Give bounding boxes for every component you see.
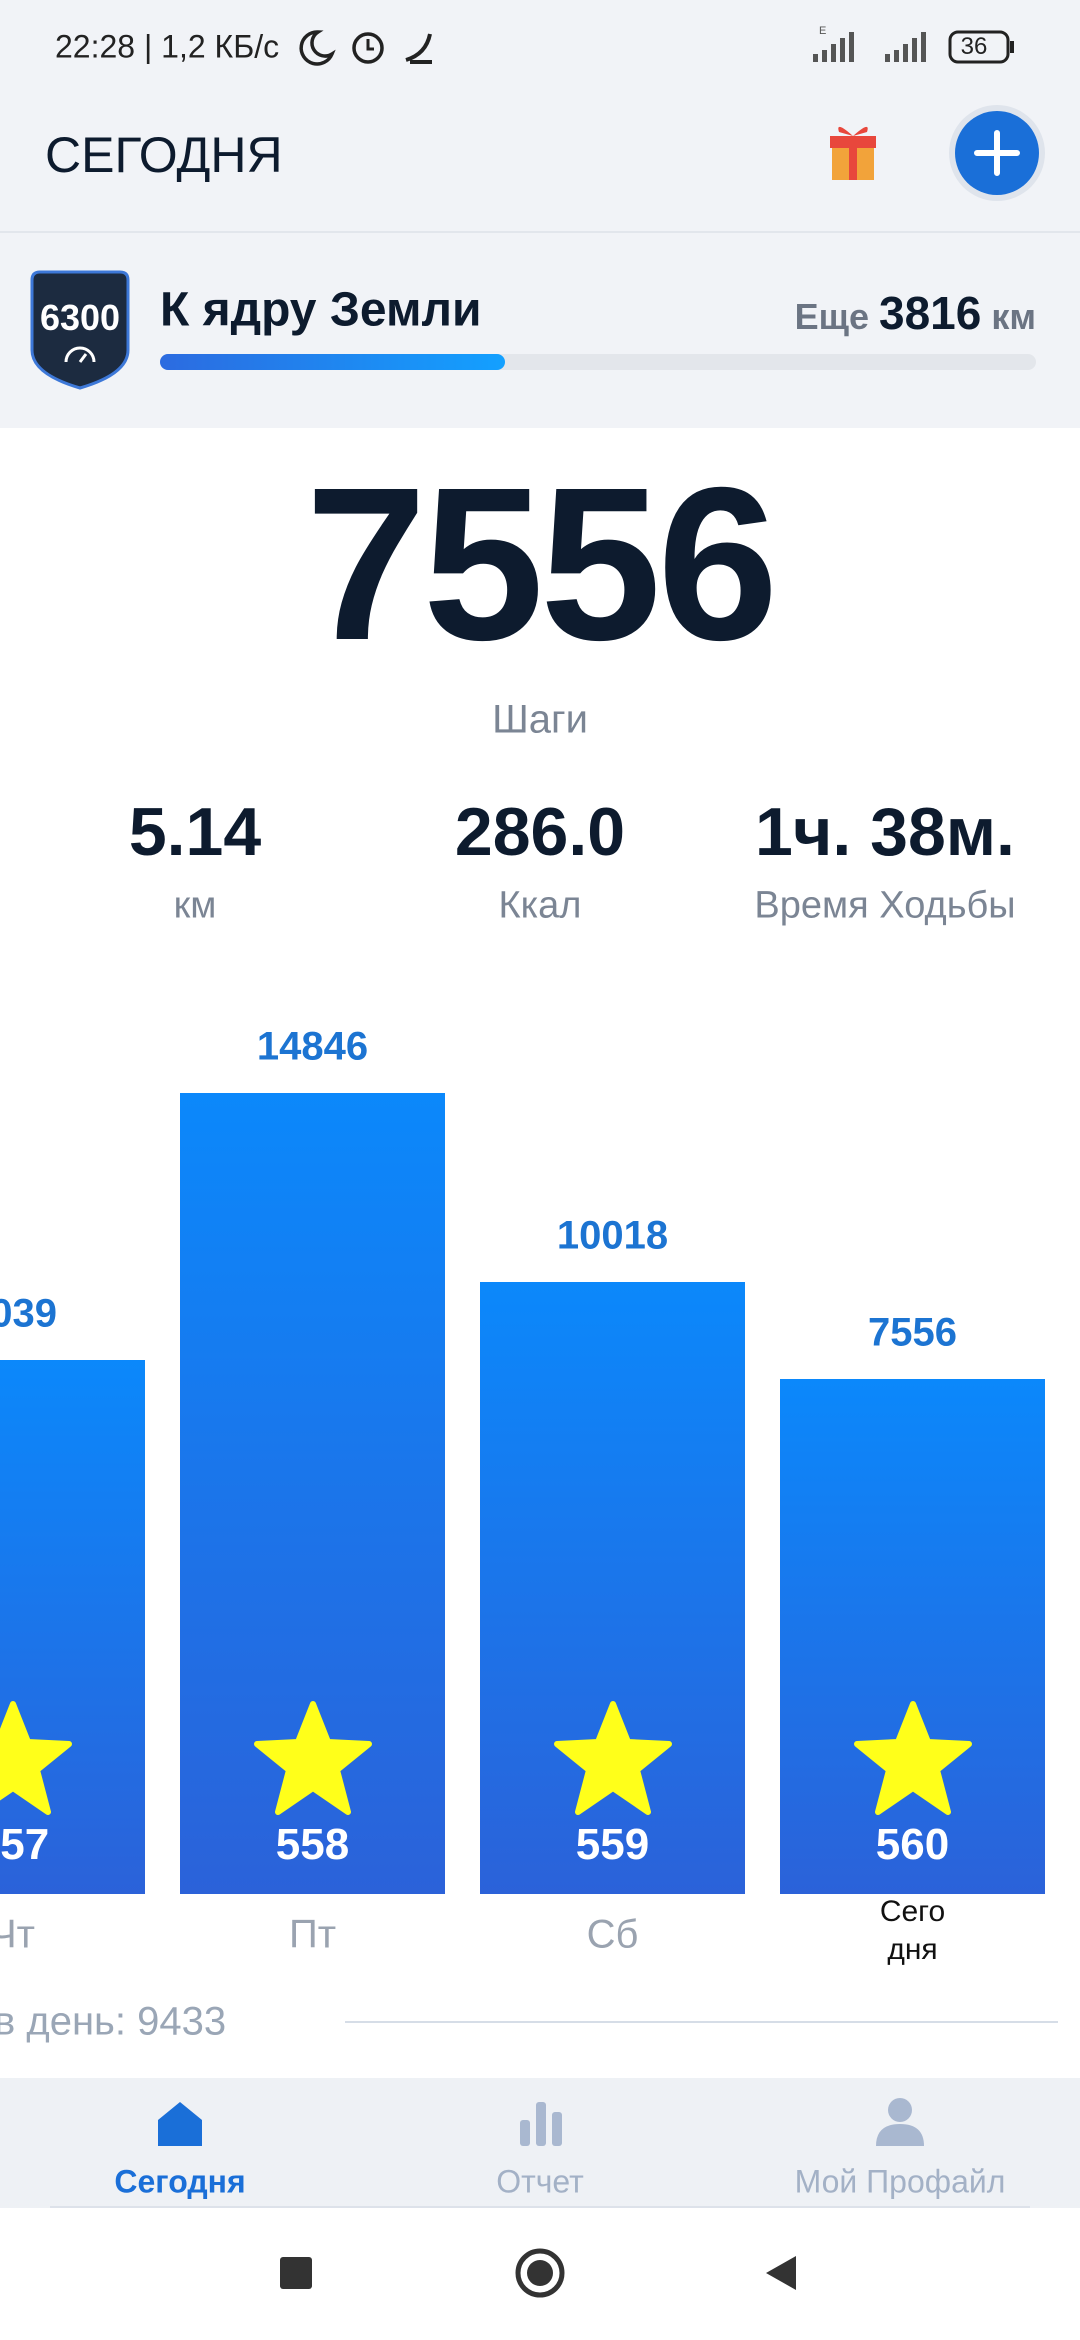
challenge-title: К ядру Земли [160,283,482,337]
star-icon [553,1701,672,1815]
separator [0,231,1080,233]
badge-label: 6300 [39,297,121,338]
svg-text:E: E [819,25,826,37]
day-label: Сб [586,1912,639,1957]
day-label: Чт [0,1912,35,1957]
stat-label: Ккал [498,884,582,927]
stat-label: км [173,884,217,927]
star-icon [253,1701,372,1815]
bar-value-label: 8039 [0,1291,57,1336]
stat-label: Время Ходьбы [754,884,1016,927]
remaining-value: 3816 [879,287,982,339]
add-button[interactable] [953,109,1041,197]
nav-label[interactable]: Сегодня [114,2163,246,2200]
stat-value: 5.14 [128,794,262,870]
progress-track [160,354,1036,370]
remaining-unit: км [991,296,1036,337]
nav-divider [50,2206,1030,2208]
stat-value: 286.0 [454,794,626,870]
average-label: в день: 9433 [0,1999,227,2044]
remaining-prefix: Еще [794,296,869,337]
badge-number: 560 [875,1820,950,1869]
average-line [345,2021,1058,2023]
page-title: СЕГОДНЯ [45,127,283,183]
progress-fill [160,354,506,370]
steps-chart: 8039 557 Чт 14846 558 Пт 10018 559 Сб 7556 560 Сего… [0,1024,1045,1966]
nav-home-icon[interactable] [154,2098,206,2148]
bar[interactable] [0,1360,145,1894]
nav-label[interactable]: Отчет [496,2163,584,2200]
star-icon [0,1701,72,1815]
star-icon [853,1701,972,1815]
nav-label[interactable]: Мой Профайл [794,2163,1006,2200]
day-label: Пт [288,1912,337,1957]
status-signal: E [813,25,1014,64]
steps-label: Шаги [492,697,588,742]
nav-profile-icon[interactable] [872,2096,928,2148]
bar-value-label: 10018 [556,1213,669,1258]
challenge-remaining: Еще 3816 км [795,286,1036,340]
stat-value: 1ч. 38м. [755,794,1015,870]
nav-report-icon[interactable] [516,2098,566,2148]
system-nav [280,2248,796,2298]
day-label: Сегодня [879,1895,946,1966]
battery-level: 36 [960,33,988,60]
status-icons [299,30,432,66]
bar[interactable] [480,1282,745,1894]
badge-number: 557 [0,1820,50,1869]
gift-icon[interactable] [828,118,878,184]
bar-value-label: 14846 [256,1024,369,1069]
bar[interactable] [780,1379,1045,1894]
status-time: 22:28 | 1,2 КБ/с [55,28,280,65]
challenge-badge [30,270,130,390]
badge-number: 558 [275,1820,350,1869]
badge-number: 559 [575,1820,650,1869]
bar-value-label: 7556 [868,1310,957,1355]
steps-count: 7556 [305,443,779,686]
